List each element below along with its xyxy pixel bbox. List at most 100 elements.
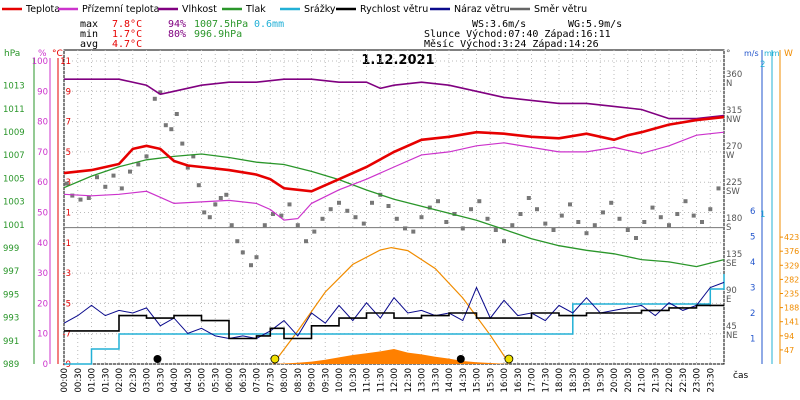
wind-direction-point xyxy=(287,202,292,207)
wind-direction-point xyxy=(174,112,179,116)
wind-direction-point xyxy=(568,202,572,207)
hpa-tick-label: 1007 xyxy=(3,151,25,161)
wind-direction-point xyxy=(493,228,498,232)
dir-tick-value: 225 xyxy=(726,178,742,188)
w-tick-label: 329 xyxy=(784,261,799,270)
w-tick-label: 188 xyxy=(784,304,799,313)
legend-label: Směr větru xyxy=(534,4,587,15)
plot-area xyxy=(63,78,725,365)
x-tick-label: 16:30 xyxy=(514,368,524,393)
w-unit-label: W xyxy=(784,49,793,59)
wind-direction-point xyxy=(191,154,196,159)
x-tick-label: 13:00 xyxy=(418,368,428,393)
legend-label: Rychlost větru xyxy=(360,4,428,15)
x-tick-label: 09:30 xyxy=(321,368,331,393)
legend: Teplota Přízemní teplota Vlhkost Tlak Srážky… xyxy=(2,4,587,15)
ms-unit-label: m/s xyxy=(744,49,759,58)
legend-item: Rychlost větru xyxy=(336,4,428,15)
wind-direction-point xyxy=(103,184,108,189)
hpa-tick-label: 989 xyxy=(3,360,19,370)
wind-direction-point xyxy=(460,226,465,231)
c-tick-label: -1 xyxy=(63,239,71,249)
c-tick-label: 9 xyxy=(66,87,71,97)
wind-direction-point xyxy=(609,200,614,205)
dir-tick-label: E xyxy=(726,295,731,305)
x-tick-label: 02:30 xyxy=(129,368,139,393)
ground-temperature-line xyxy=(63,131,725,221)
wind-direction-point xyxy=(535,207,539,212)
w-tick-label: 376 xyxy=(784,247,799,256)
wind-direction-point xyxy=(559,213,564,218)
info-wg: WG:5.9m/s xyxy=(568,19,622,30)
hpa-unit-label: hPa xyxy=(4,49,20,59)
pct-tick-label: 60 xyxy=(37,178,48,188)
pct-tick-label: 30 xyxy=(37,269,48,279)
dir-unit-label: ° xyxy=(726,49,731,59)
wind-direction-point xyxy=(634,236,638,240)
wind-direction-point xyxy=(716,186,721,191)
dir-tick-label: N xyxy=(726,79,732,89)
x-tick-label: 03:00 xyxy=(143,368,153,393)
legend-item: Náraz větru xyxy=(430,4,510,15)
wind-direction-point xyxy=(295,223,300,228)
ms-tick-label: 2 xyxy=(750,309,755,319)
dir-tick-label: W xyxy=(726,151,735,161)
x-tick-label: 12:00 xyxy=(390,368,400,393)
info-moon: Měsíc Východ:3:24 Západ:14:26 xyxy=(424,38,599,50)
hpa-tick-label: 1005 xyxy=(3,174,25,184)
chart-title: 1.12.2021 xyxy=(361,53,434,68)
stat-min-press: 996.9hPa xyxy=(194,29,242,40)
wind-direction-point xyxy=(95,175,99,180)
hpa-tick-label: 999 xyxy=(3,244,19,254)
moonset-marker xyxy=(456,355,465,363)
wind-direction-point xyxy=(650,205,655,210)
wind-direction-point xyxy=(691,213,696,218)
pct-tick-label: 100 xyxy=(32,57,48,67)
stat-max-hum: 94% xyxy=(168,19,186,30)
x-tick-label: 18:30 xyxy=(569,368,579,393)
x-tick-label: 02:00 xyxy=(115,368,125,393)
pct-tick-label: 0 xyxy=(43,360,48,370)
wind-direction-point xyxy=(370,200,374,205)
wind-direction-point xyxy=(78,197,83,202)
x-tick-label: 08:00 xyxy=(280,368,290,393)
x-tick-label: 00:30 xyxy=(74,368,84,393)
wind-direction-point xyxy=(576,220,581,224)
stat-min-hum: 80% xyxy=(168,29,186,40)
hpa-tick-label: 995 xyxy=(3,290,19,300)
ms-tick-label: 6 xyxy=(750,207,755,217)
wind-direction-point xyxy=(185,165,190,170)
hpa-tick-label: 997 xyxy=(3,267,19,277)
wind-direction-point xyxy=(675,212,680,216)
x-tick-label: 18:00 xyxy=(555,368,565,393)
wind-direction-point xyxy=(180,141,185,146)
legend-label: Přízemní teplota xyxy=(82,4,159,15)
wind-direction-point xyxy=(403,226,407,231)
moonrise-marker xyxy=(153,355,162,363)
wind-direction-point xyxy=(625,228,630,232)
mm-unit-label: mm xyxy=(764,49,780,58)
x-tick-label: 06:30 xyxy=(239,368,249,393)
legend-label: Srážky xyxy=(304,4,336,15)
wind-direction-point xyxy=(700,220,704,224)
x-tick-label: 20:00 xyxy=(610,368,620,393)
wind-direction-point xyxy=(353,215,358,220)
info-sun: Slunce Východ:07:40 Západ:16:11 xyxy=(424,28,611,40)
x-tick-label: 10:00 xyxy=(335,368,345,393)
x-tick-label: 17:00 xyxy=(528,368,538,393)
pct-tick-label: 80 xyxy=(37,118,48,128)
x-axis-label: čas xyxy=(733,370,748,381)
dir-tick-label: NW xyxy=(726,115,741,125)
legend-item: Přízemní teplota xyxy=(58,4,159,15)
wind-direction-point xyxy=(163,123,168,128)
wind-direction-point xyxy=(601,210,605,215)
wind-direction-point xyxy=(320,216,325,221)
w-tick-label: 235 xyxy=(784,290,799,299)
rain-line xyxy=(64,274,725,365)
x-tick-label: 23:00 xyxy=(693,368,703,393)
stat-max-rain: 0.6mm xyxy=(254,19,284,30)
x-tick-label: 22:30 xyxy=(679,368,689,393)
wind-direction-point xyxy=(144,154,149,159)
hpa-tick-label: 1013 xyxy=(3,82,25,92)
